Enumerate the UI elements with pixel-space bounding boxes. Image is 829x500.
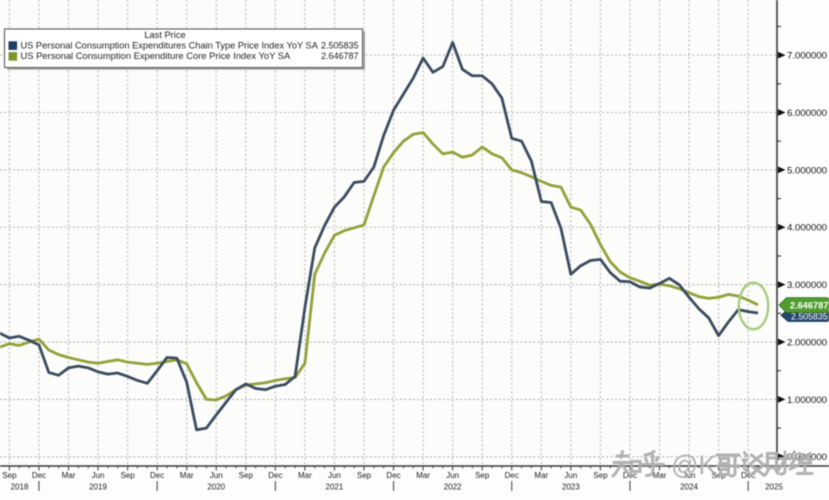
svg-text:2022: 2022	[444, 483, 462, 492]
svg-text:Jun: Jun	[210, 471, 223, 480]
svg-text:Sep: Sep	[239, 471, 254, 480]
svg-text:4.000000: 4.000000	[787, 223, 827, 234]
svg-text:2.505835: 2.505835	[321, 41, 359, 51]
svg-text:Last Price: Last Price	[144, 30, 185, 40]
svg-text:US Personal Consumption Expend: US Personal Consumption Expenditure Core…	[21, 50, 292, 61]
svg-text:2023: 2023	[562, 483, 580, 492]
svg-text:2025: 2025	[765, 483, 783, 492]
svg-text:@K: @K	[671, 450, 716, 480]
svg-text:2021: 2021	[326, 483, 344, 492]
svg-text:2.646787: 2.646787	[790, 301, 828, 311]
svg-text:Jun: Jun	[328, 471, 341, 480]
svg-text:Dec: Dec	[150, 471, 164, 480]
svg-text:2.505835: 2.505835	[791, 312, 828, 322]
svg-text:Dec: Dec	[505, 471, 519, 480]
svg-text:Sep: Sep	[357, 471, 372, 480]
svg-text:Mar: Mar	[534, 471, 548, 480]
svg-text:Dec: Dec	[32, 471, 46, 480]
svg-text:7.000000: 7.000000	[787, 51, 827, 62]
svg-text:Dec: Dec	[741, 471, 755, 480]
svg-text:3.000000: 3.000000	[787, 280, 827, 291]
svg-text:5.000000: 5.000000	[787, 165, 827, 176]
svg-text:Jun: Jun	[564, 471, 577, 480]
svg-text:2019: 2019	[89, 483, 107, 492]
svg-text:Mar: Mar	[653, 471, 667, 480]
svg-text:Sep: Sep	[593, 471, 608, 480]
svg-text:2.000000: 2.000000	[787, 337, 827, 348]
svg-text:1.000000: 1.000000	[787, 395, 827, 406]
svg-text:Dec: Dec	[268, 471, 282, 480]
svg-text:6.000000: 6.000000	[787, 108, 827, 119]
svg-text:Jun: Jun	[683, 471, 696, 480]
svg-text:Sep: Sep	[475, 471, 490, 480]
svg-text:Sep: Sep	[120, 471, 135, 480]
svg-text:Jun: Jun	[92, 471, 105, 480]
svg-text:2.646787: 2.646787	[321, 51, 359, 61]
svg-text:Dec: Dec	[623, 471, 637, 480]
svg-text:Mar: Mar	[62, 471, 76, 480]
svg-text:Jun: Jun	[446, 471, 459, 480]
svg-text:2020: 2020	[207, 483, 225, 492]
svg-text:US Personal Consumption Expend: US Personal Consumption Expenditures Cha…	[21, 41, 319, 51]
svg-text:2018: 2018	[11, 483, 29, 492]
svg-text:Sep: Sep	[2, 471, 17, 480]
svg-text:Sep: Sep	[711, 471, 726, 480]
svg-text:Mar: Mar	[298, 471, 312, 480]
svg-text:Mar: Mar	[416, 471, 430, 480]
svg-text:Dec: Dec	[386, 471, 400, 480]
svg-text:Mar: Mar	[180, 471, 194, 480]
svg-text:2024: 2024	[680, 483, 698, 492]
